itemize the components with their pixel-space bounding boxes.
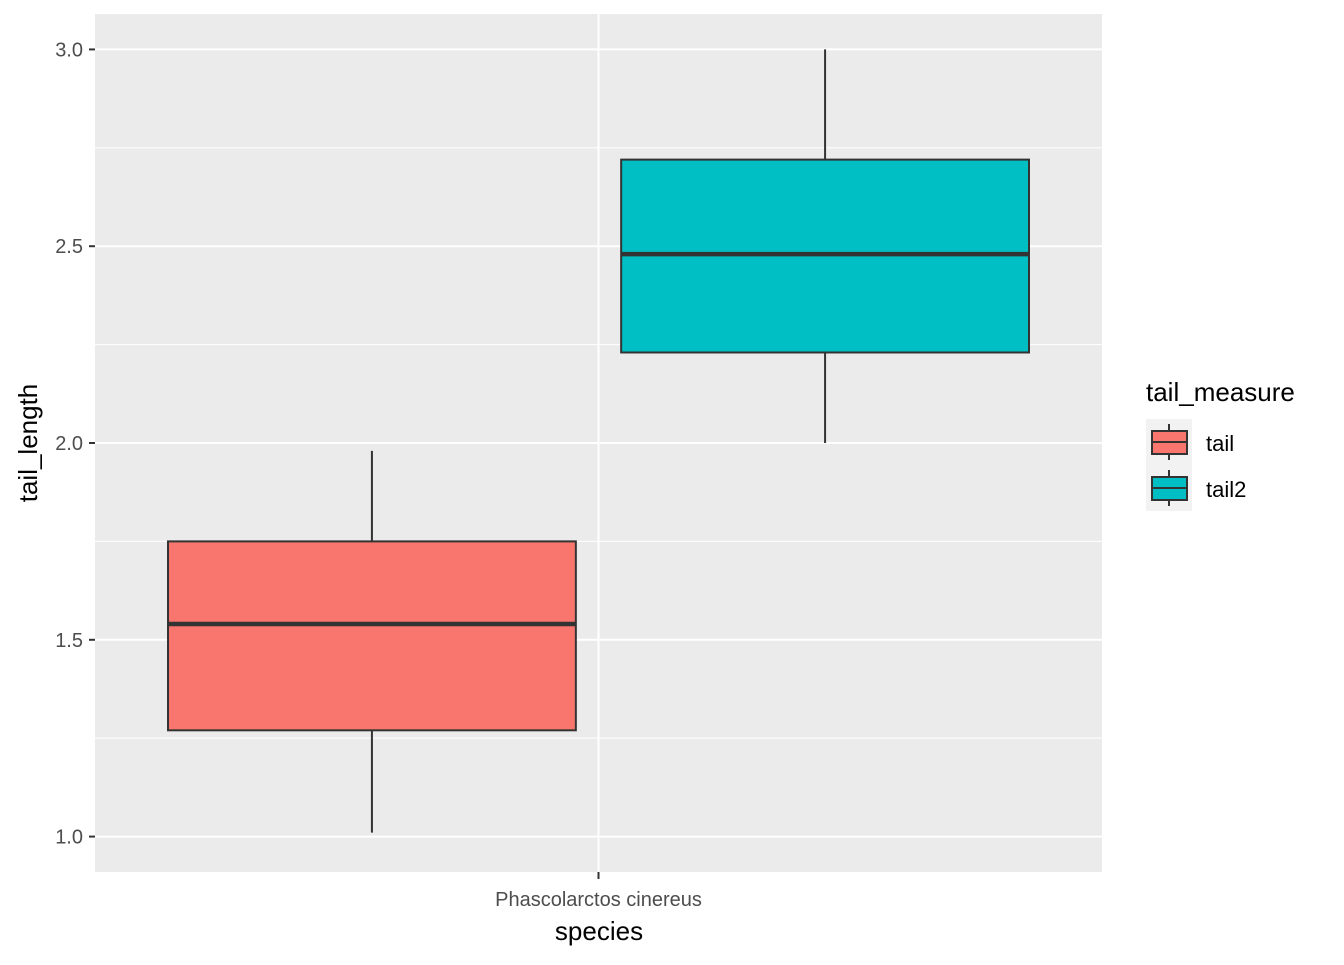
iqr-box [167,540,577,732]
boxes [167,49,1030,833]
y-tick-label: 1.5 [55,630,83,652]
box-tail2 [620,49,1030,443]
legend-label: tail2 [1206,477,1246,502]
y-axis: 1.0 1.5 2.0 2.5 3.0 [55,39,95,849]
y-tick-label: 2.5 [55,236,83,258]
y-axis-title: tail_length [13,384,43,503]
x-axis-title: species [555,916,643,946]
legend-key-tail2 [1151,470,1188,506]
x-tick-label: Phascolarctos cinereus [495,889,702,911]
legend-label: tail [1206,431,1234,456]
y-tick-label: 1.0 [55,827,83,849]
y-tick-label: 3.0 [55,39,83,61]
x-axis: Phascolarctos cinereus [495,872,702,911]
major-gridlines [95,14,1102,872]
legend: tail_measure tail tail2 [1146,377,1295,511]
legend-title: tail_measure [1146,377,1295,407]
legend-key-tail [1151,424,1188,460]
y-tick-label: 2.0 [55,433,83,455]
box-tail [167,450,577,833]
